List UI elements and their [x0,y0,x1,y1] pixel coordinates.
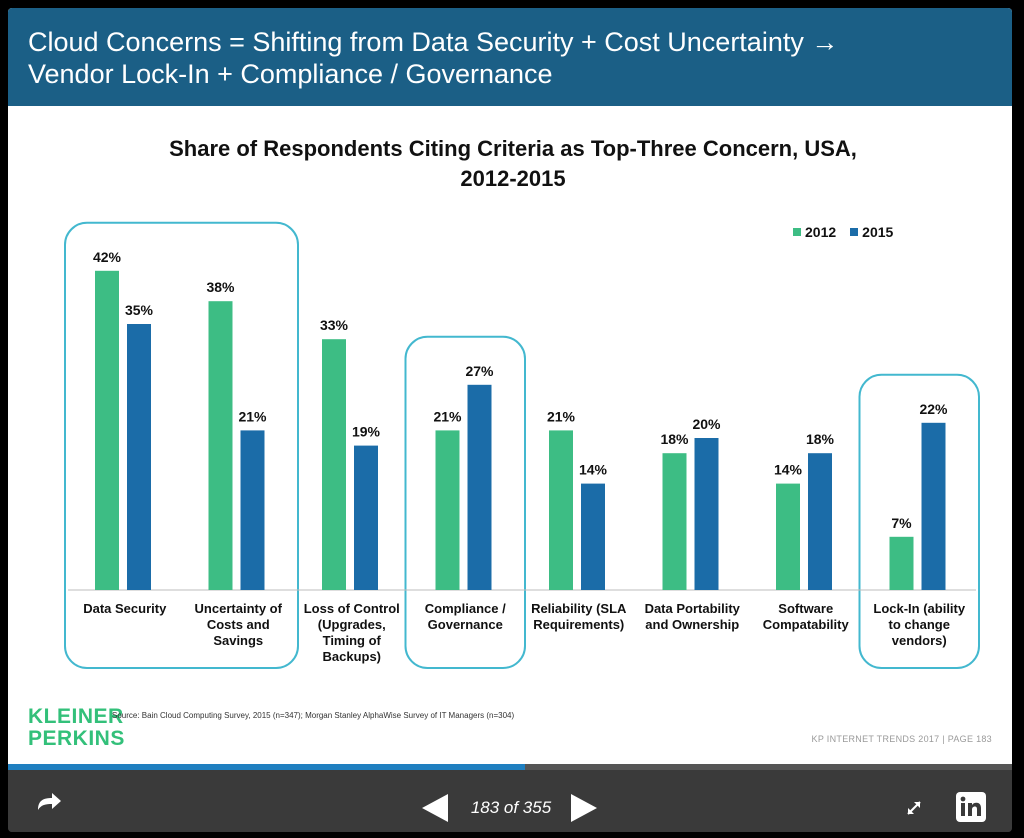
category-label-4-1: Requirements) [533,617,624,632]
bar-value-label-2015-4: 14% [579,462,608,478]
legend-item-2012: 2012 [793,222,836,242]
legend-swatch-2012 [793,228,801,236]
bar-2012-4 [549,430,573,590]
slide-footer: KP INTERNET TRENDS 2017 | PAGE 183 [811,734,992,744]
slide-header: Cloud Concerns = Shifting from Data Secu… [8,8,1012,106]
category-label-5-0: Data Portability [645,601,741,616]
prev-slide-button[interactable] [420,792,450,824]
category-label-2-0: Loss of Control [304,601,400,616]
share-button[interactable] [34,790,64,814]
bar-2015-3 [467,384,492,590]
linkedin-icon [956,792,986,822]
bar-value-label-2015-6: 18% [806,431,835,447]
legend-item-2015: 2015 [850,222,893,242]
bar-2015-2 [354,445,378,590]
bar-value-label-2012-4: 21% [547,408,576,424]
bar-value-label-2012-0: 42% [93,249,122,265]
highlight-outline-1 [404,335,526,669]
bar-value-label-2015-5: 20% [692,416,721,432]
bar-2015-1 [240,430,265,590]
legend-label-2015: 2015 [862,224,894,240]
bar-value-label-2015-2: 19% [352,424,381,440]
bar-value-label-2012-2: 33% [320,317,349,333]
category-label-1-2: Savings [213,633,263,648]
fullscreen-button[interactable] [904,798,924,818]
progress-bar [8,764,1012,770]
logo-line2: PERKINS [28,727,125,750]
bar-2012-6 [776,483,800,590]
category-label-5-1: and Ownership [645,617,739,632]
category-label-6-0: Software [778,601,833,616]
bar-value-label-2012-1: 38% [206,279,235,295]
highlight-outline-2 [858,373,980,669]
bar-2015-4 [581,483,605,590]
prev-arrow-icon [422,794,448,822]
bar-value-label-2012-3: 21% [433,408,462,424]
source-note: Source: Bain Cloud Computing Survey, 201… [112,711,515,720]
slide-title-line2: Vendor Lock-In + Compliance / Governance [28,59,553,89]
next-slide-button[interactable] [569,792,599,824]
bar-value-label-2012-7: 7% [891,515,912,531]
expand-icon [907,801,921,815]
slide-viewer: Cloud Concerns = Shifting from Data Secu… [8,8,1012,832]
bar-2015-5 [694,438,719,590]
category-label-7-0: Lock-In (ability [873,601,966,616]
bar-2012-1 [208,301,233,590]
bar-2012-5 [662,453,687,590]
chart-title-line1: Share of Respondents Citing Criteria as … [169,136,857,161]
bar-value-label-2015-3: 27% [465,363,494,379]
category-label-3-1: Governance [428,617,503,632]
category-label-2-2: Timing of [323,633,382,648]
slide-title: Cloud Concerns = Shifting from Data Secu… [28,26,988,90]
bar-value-label-2012-6: 14% [774,462,803,478]
category-label-1-0: Uncertainty of [195,601,283,616]
bar-2012-2 [322,339,346,590]
slide-title-line1: Cloud Concerns = Shifting from Data Secu… [28,27,839,57]
category-label-2-3: Backups) [322,649,381,664]
bar-2015-6 [808,453,832,590]
category-label-3-0: Compliance / [425,601,506,616]
slide: Cloud Concerns = Shifting from Data Secu… [8,8,1012,768]
logo-line1: KLEINER [28,705,124,728]
bar-value-label-2015-0: 35% [125,302,154,318]
bar-value-label-2015-7: 22% [919,401,948,417]
kleiner-perkins-logo: KLEINER PERKINS [28,706,125,750]
category-label-6-1: Compatability [763,617,850,632]
category-label-7-2: vendors) [892,633,947,648]
bar-2015-0 [127,324,151,590]
category-label-1-1: Costs and [207,617,270,632]
page-indicator: 183 of 355 [470,798,552,817]
linkedin-button[interactable] [956,792,986,822]
legend-swatch-2015 [850,228,859,236]
viewer-toolbar: 183 of 355 [8,770,1012,832]
category-label-2-1: (Upgrades, [318,617,386,632]
bar-value-label-2012-5: 18% [660,431,689,447]
legend-label-2012: 2012 [805,224,837,240]
bar-value-label-2015-1: 21% [238,408,267,424]
bar-2015-7 [921,422,946,590]
chart-title-line2: 2012-2015 [460,166,566,191]
highlight-outline-0 [64,221,299,670]
category-label-0-0: Data Security [83,601,167,616]
progress-fill [8,764,526,770]
next-arrow-icon [571,794,597,822]
chart-legend: 2012 2015 [793,222,893,242]
category-label-4-0: Reliability (SLA [531,601,627,616]
chart-title: Share of Respondents Citing Criteria as … [68,134,958,194]
bar-2012-0 [95,270,119,590]
category-label-7-1: to change [889,617,950,632]
share-arrow-icon [38,793,61,810]
bar-2012-3 [435,430,460,590]
bar-2012-7 [889,536,914,590]
